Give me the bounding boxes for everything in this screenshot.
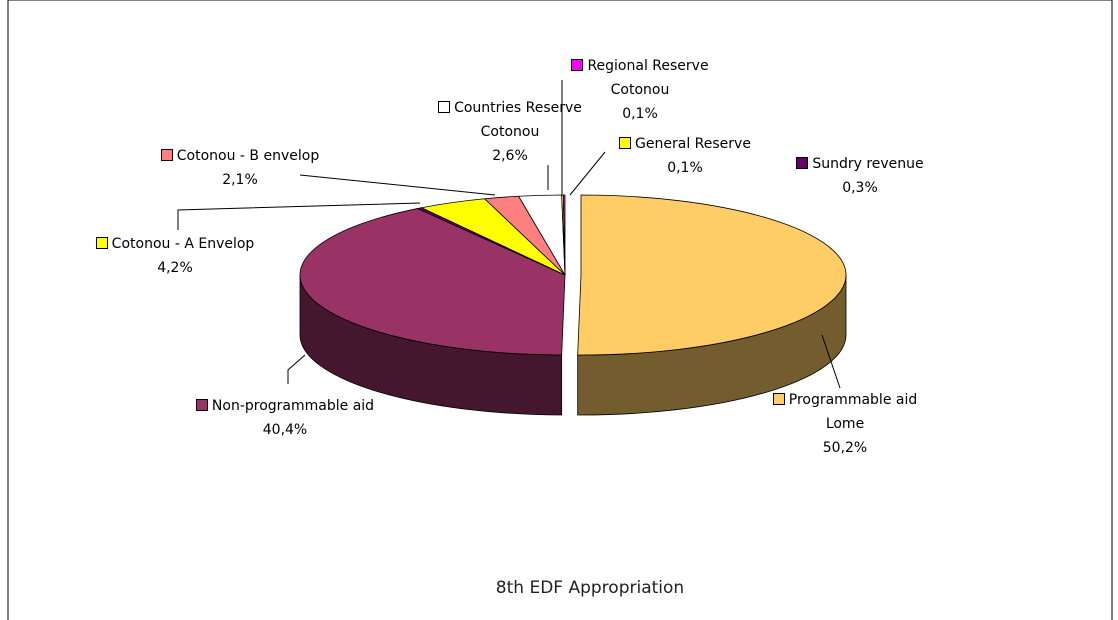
leader-line: [821, 334, 841, 389]
category-label: Sundry revenue: [812, 156, 924, 172]
category-label: Countries Reserve Cotonou: [454, 100, 582, 140]
label-name: Cotonou - A Envelop: [70, 232, 280, 256]
legend-swatch: [160, 149, 173, 161]
value-label: 0,1%: [622, 106, 658, 122]
category-label: Non-programmable aid: [211, 398, 375, 414]
data-label: General Reserve 0,1%: [600, 132, 770, 180]
data-label: Non-programmable aid 40,4%: [185, 394, 385, 442]
slice: [562, 194, 566, 276]
data-label: Sundry revenue 0,3%: [770, 152, 950, 200]
value-label: 2,1%: [222, 172, 258, 188]
data-label: Cotonou - B envelop 2,1%: [135, 144, 345, 192]
label-name: Non-programmable aid: [185, 394, 385, 418]
label-name: Programmable aid Lome: [760, 388, 930, 436]
label-name: Regional Reserve Cotonou: [560, 54, 720, 102]
label-name: Countries Reserve Cotonou: [420, 96, 600, 144]
value-label: 0,3%: [842, 180, 878, 196]
leader-line: [299, 174, 496, 196]
leader-line: [177, 202, 421, 230]
value-label: 2,6%: [492, 148, 528, 164]
value-label: 4,2%: [157, 260, 193, 276]
label-name: Cotonou - B envelop: [135, 144, 345, 168]
data-label: Regional Reserve Cotonou 0,1%: [560, 54, 720, 126]
legend-swatch: [571, 59, 584, 71]
legend-swatch: [95, 237, 108, 249]
category-label: Cotonou - A Envelop: [111, 236, 255, 252]
legend-swatch: [619, 137, 632, 149]
frame: [7, 0, 1113, 620]
value-label: 50,2%: [822, 440, 868, 456]
slice: [299, 208, 566, 356]
category-label: Programmable aid Lome: [788, 392, 918, 432]
value-label: 0,1%: [667, 160, 703, 176]
value-label: 40,4%: [262, 422, 308, 438]
slice: [577, 194, 847, 356]
category-label: General Reserve: [635, 136, 751, 152]
leader-line: [287, 354, 306, 384]
label-name: Sundry revenue: [770, 152, 950, 176]
legend-swatch: [195, 399, 208, 411]
category-label: Cotonou - B envelop: [176, 148, 320, 164]
category-label: Regional Reserve Cotonou: [587, 58, 709, 98]
chart-title: 8th EDF Appropriation: [495, 578, 685, 598]
legend-swatch: [772, 393, 785, 405]
data-label: Programmable aid Lome 50,2%: [760, 388, 930, 460]
legend-swatch: [796, 157, 809, 169]
leader-line: [569, 151, 606, 196]
legend-swatch: [438, 101, 451, 113]
data-label: Cotonou - A Envelop 4,2%: [70, 232, 280, 280]
label-name: General Reserve: [600, 132, 770, 156]
data-label: Countries Reserve Cotonou 2,6%: [420, 96, 600, 168]
